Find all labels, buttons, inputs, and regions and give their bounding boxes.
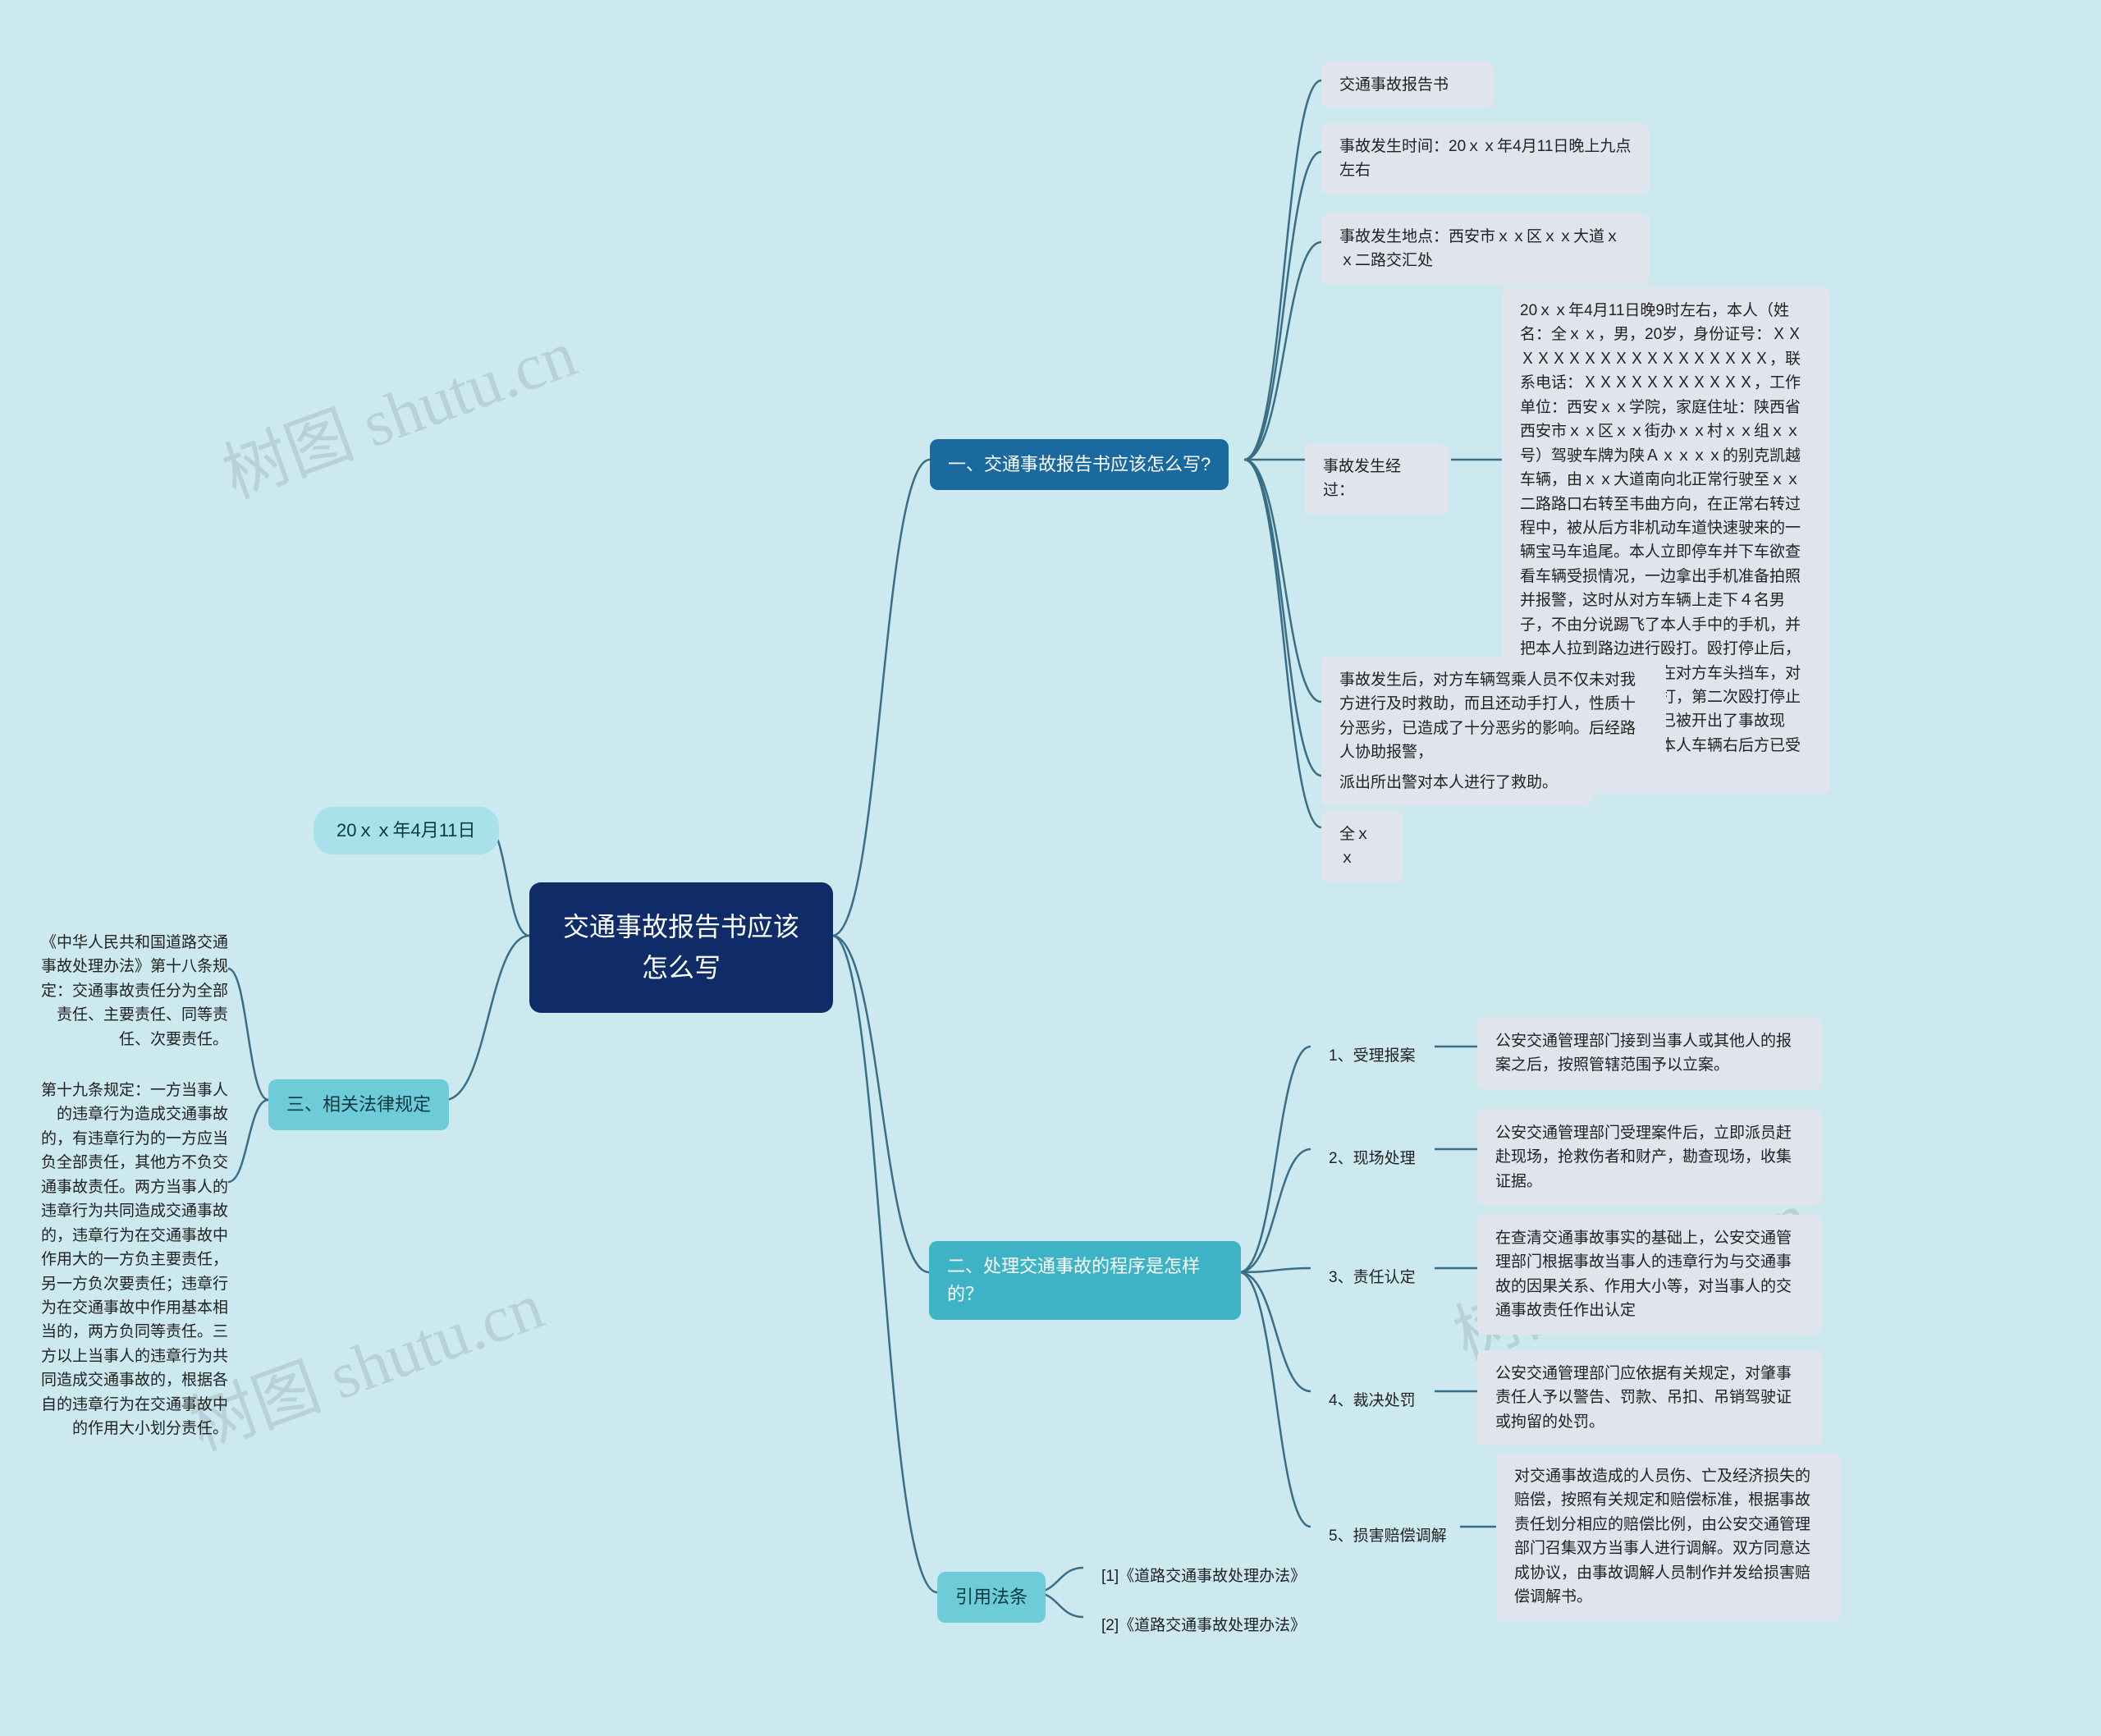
ref-2: [2]《道路交通事故处理办法》: [1083, 1602, 1324, 1649]
sec1-after: 事故发生后，对方车辆驾乘人员不仅未对我方进行及时救助，而且还动手打人，性质十分恶…: [1321, 657, 1666, 776]
sec2-p1-text: 公安交通管理部门接到当事人或其他人的报案之后，按照管辖范围予以立案。: [1477, 1018, 1822, 1089]
branch-section-1[interactable]: 一、交通事故报告书应该怎么写?: [930, 439, 1229, 490]
sec2-p5-text: 对交通事故造成的人员伤、亡及经济损失的赔偿，按照有关规定和赔偿标准，根据事故责任…: [1496, 1453, 1841, 1621]
watermark-1: 树图 shutu.cn: [208, 301, 587, 517]
sec2-p3-text: 在查清交通事故事实的基础上，公安交通管理部门根据事故当事人的违章行为与交通事故的…: [1477, 1215, 1822, 1335]
sec2-p3-label: 3、责任认定: [1311, 1254, 1434, 1301]
sec3-art18: 《中华人民共和国道路交通事故处理办法》第十八条规定：交通事故责任分为全部责任、主…: [8, 919, 246, 1063]
sec3-art19: 第十九条规定：一方当事人的违章行为造成交通事故的，有违章行为的一方应当负全部责任…: [8, 1067, 246, 1453]
ref-1: [1]《道路交通事故处理办法》: [1083, 1553, 1324, 1600]
center-node[interactable]: 交通事故报告书应该怎么写: [529, 882, 833, 1013]
sec1-title: 交通事故报告书: [1321, 62, 1494, 108]
sec2-p4-text: 公安交通管理部门应依据有关规定，对肇事责任人予以警告、罚款、吊扣、吊销驾驶证或拘…: [1477, 1350, 1822, 1445]
sec2-p4-label: 4、裁决处罚: [1311, 1377, 1434, 1424]
sec2-p2-text: 公安交通管理部门受理案件后，立即派员赶赴现场，抢救伤者和财产，勘查现场，收集证据…: [1477, 1110, 1822, 1205]
branch-section-2[interactable]: 二、处理交通事故的程序是怎样的？: [929, 1241, 1241, 1320]
sec1-process-label: 事故发生经过：: [1305, 443, 1449, 515]
sec2-p5-label: 5、损害赔偿调解: [1311, 1513, 1465, 1560]
sec1-sign: 全ｘｘ: [1321, 811, 1403, 882]
sec1-place: 事故发生地点：西安市ｘｘ区ｘｘ大道ｘｘ二路交汇处: [1321, 213, 1650, 285]
sec1-time: 事故发生时间：20ｘｘ年4月11日晚上九点左右: [1321, 123, 1650, 195]
sec2-p2-label: 2、现场处理: [1311, 1135, 1434, 1182]
branch-section-3[interactable]: 三、相关法律规定: [268, 1079, 449, 1130]
branch-references[interactable]: 引用法条: [937, 1572, 1046, 1623]
sec1-police: 派出所出警对本人进行了救助。: [1321, 759, 1592, 806]
branch-date[interactable]: 20ｘｘ年4月11日: [314, 807, 499, 854]
sec2-p1-label: 1、受理报案: [1311, 1033, 1434, 1079]
